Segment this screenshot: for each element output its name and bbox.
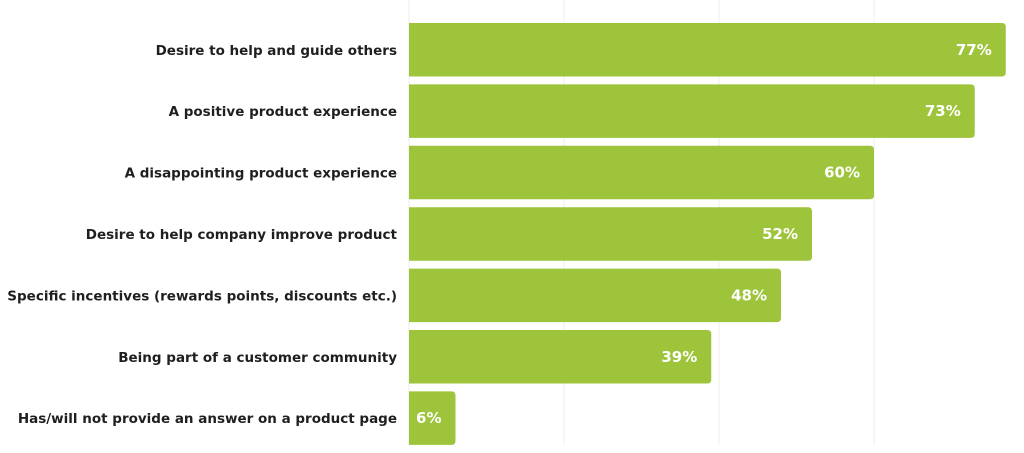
category-label: Specific incentives (rewards points, dis… [7, 288, 397, 304]
category-label: A positive product experience [169, 104, 397, 120]
value-label: 39% [661, 348, 697, 366]
bar [409, 207, 812, 261]
bar [409, 268, 781, 323]
value-label: 6% [416, 409, 441, 427]
category-label: A disappointing product experience [125, 166, 397, 182]
category-label: Desire to help company improve product [86, 227, 398, 243]
bar [409, 391, 456, 445]
value-label: 77% [956, 41, 992, 59]
bar [409, 330, 712, 384]
value-label: 52% [762, 225, 798, 243]
bar [409, 145, 874, 200]
bar [409, 23, 1006, 77]
bar [409, 84, 975, 138]
value-label: 73% [925, 102, 961, 120]
category-label: Has/will not provide an answer on a prod… [18, 411, 397, 427]
value-label: 48% [731, 286, 767, 304]
category-label: Desire to help and guide others [156, 43, 397, 59]
value-label: 60% [824, 164, 860, 182]
category-label: Being part of a customer community [118, 350, 397, 366]
